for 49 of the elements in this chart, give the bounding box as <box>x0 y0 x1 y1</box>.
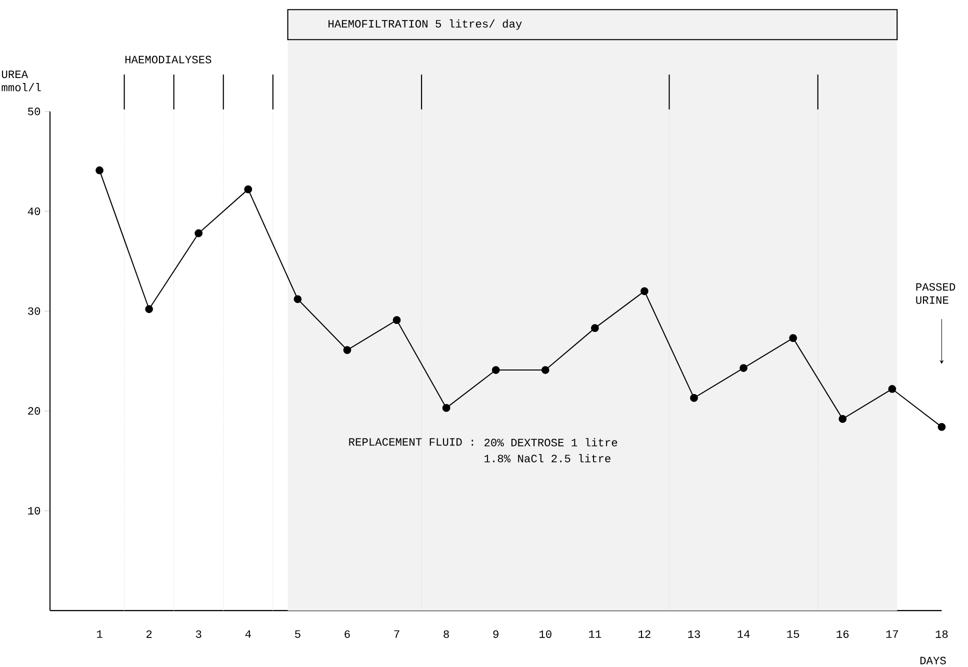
point <box>690 394 698 402</box>
x-tick-label: 9 <box>493 630 498 638</box>
ref-line-label: HAEMODIALYSES <box>125 56 212 64</box>
x-tick-label: 10 <box>539 630 552 638</box>
point <box>392 316 401 324</box>
point <box>294 295 302 304</box>
point <box>740 364 748 372</box>
point <box>194 229 203 238</box>
x-tick-label: 6 <box>344 630 350 638</box>
point <box>244 185 252 194</box>
point <box>541 366 550 374</box>
annotation: 20% DEXTROSE 1 litre <box>484 438 618 446</box>
annotation: PASSED URINE <box>916 283 956 304</box>
point <box>640 287 648 296</box>
x-tick-label: 7 <box>394 630 400 638</box>
y-tick-label: 40 <box>28 208 40 216</box>
x-tick-label: 18 <box>936 630 948 638</box>
x-tick-label: 1 <box>96 630 102 638</box>
point <box>888 385 896 394</box>
x-tick-label: 8 <box>444 630 449 638</box>
point <box>145 305 154 314</box>
x-tick-label: 15 <box>787 630 800 638</box>
y-tick-label: 30 <box>28 307 40 315</box>
point <box>838 415 847 423</box>
point <box>96 166 104 174</box>
y-tick-label: 20 <box>28 407 40 415</box>
x-tick-label: 16 <box>836 630 849 638</box>
annotation: 1.8% NaCl 2.5 litre <box>484 454 610 462</box>
point <box>938 423 946 431</box>
x-tick-label: 11 <box>589 630 602 638</box>
x-tick-label: 17 <box>886 630 898 638</box>
point <box>789 334 798 342</box>
annotation: REPLACEMENT FLUID : <box>349 438 474 446</box>
point <box>492 366 500 374</box>
band-label: HAEMOFILTRATION 5 litres/ day <box>328 20 522 30</box>
point <box>442 404 450 412</box>
x-tick-label: 4 <box>245 630 251 638</box>
y-tick-label: 50 <box>28 108 40 116</box>
x-tick-label: 5 <box>295 630 300 638</box>
point <box>343 346 352 354</box>
x-tick-label: 14 <box>738 630 750 638</box>
x-tick-label: 3 <box>196 630 202 638</box>
y-axis-title: UREA mmol/l <box>2 70 41 92</box>
x-axis-title: DAYS <box>920 656 946 664</box>
point <box>590 324 599 332</box>
y-tick-label: 10 <box>28 507 40 515</box>
x-tick-label: 13 <box>688 630 700 638</box>
x-tick-label: 2 <box>146 630 152 638</box>
x-tick-label: 12 <box>638 630 650 638</box>
